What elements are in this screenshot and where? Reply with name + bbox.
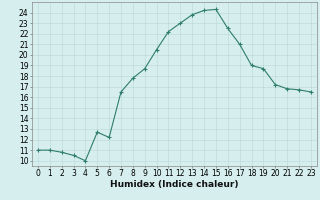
- X-axis label: Humidex (Indice chaleur): Humidex (Indice chaleur): [110, 180, 239, 189]
